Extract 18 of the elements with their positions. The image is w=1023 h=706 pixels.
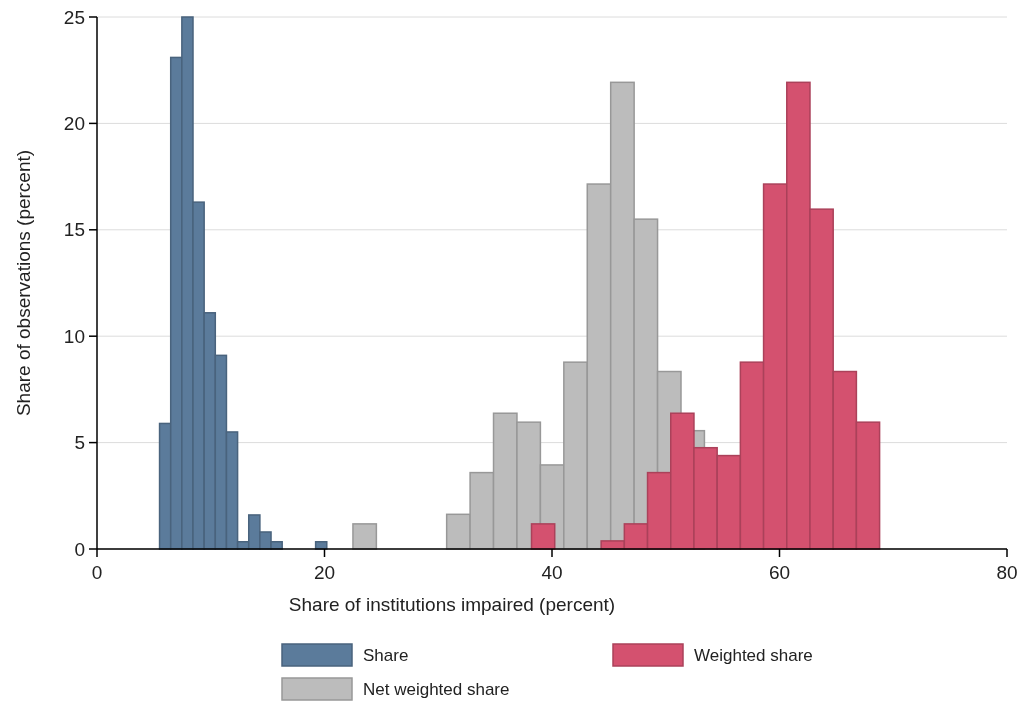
- legend-label: Share: [363, 645, 409, 665]
- legend-label: Weighted share: [694, 645, 813, 665]
- x-tick-label: 0: [91, 562, 103, 583]
- y-tick-label: 5: [74, 432, 85, 454]
- x-tick-label: 20: [313, 562, 336, 583]
- y-tick-label: 25: [63, 6, 85, 28]
- legend-label: Net weighted share: [363, 679, 510, 699]
- x-tick-label: 60: [768, 562, 791, 583]
- bar: [530, 523, 556, 550]
- y-tick-label: 20: [63, 113, 85, 135]
- y-axis-title: Share of observations (percent): [13, 149, 34, 417]
- x-axis-title: Share of institutions impaired (percent): [288, 594, 616, 615]
- y-tick-label: 15: [63, 219, 85, 241]
- bar: [352, 523, 378, 550]
- y-tick-label: 10: [63, 325, 85, 347]
- x-tick-label: 80: [996, 562, 1018, 583]
- y-tick-label: 0: [74, 538, 85, 560]
- x-tick-label: 40: [541, 562, 563, 583]
